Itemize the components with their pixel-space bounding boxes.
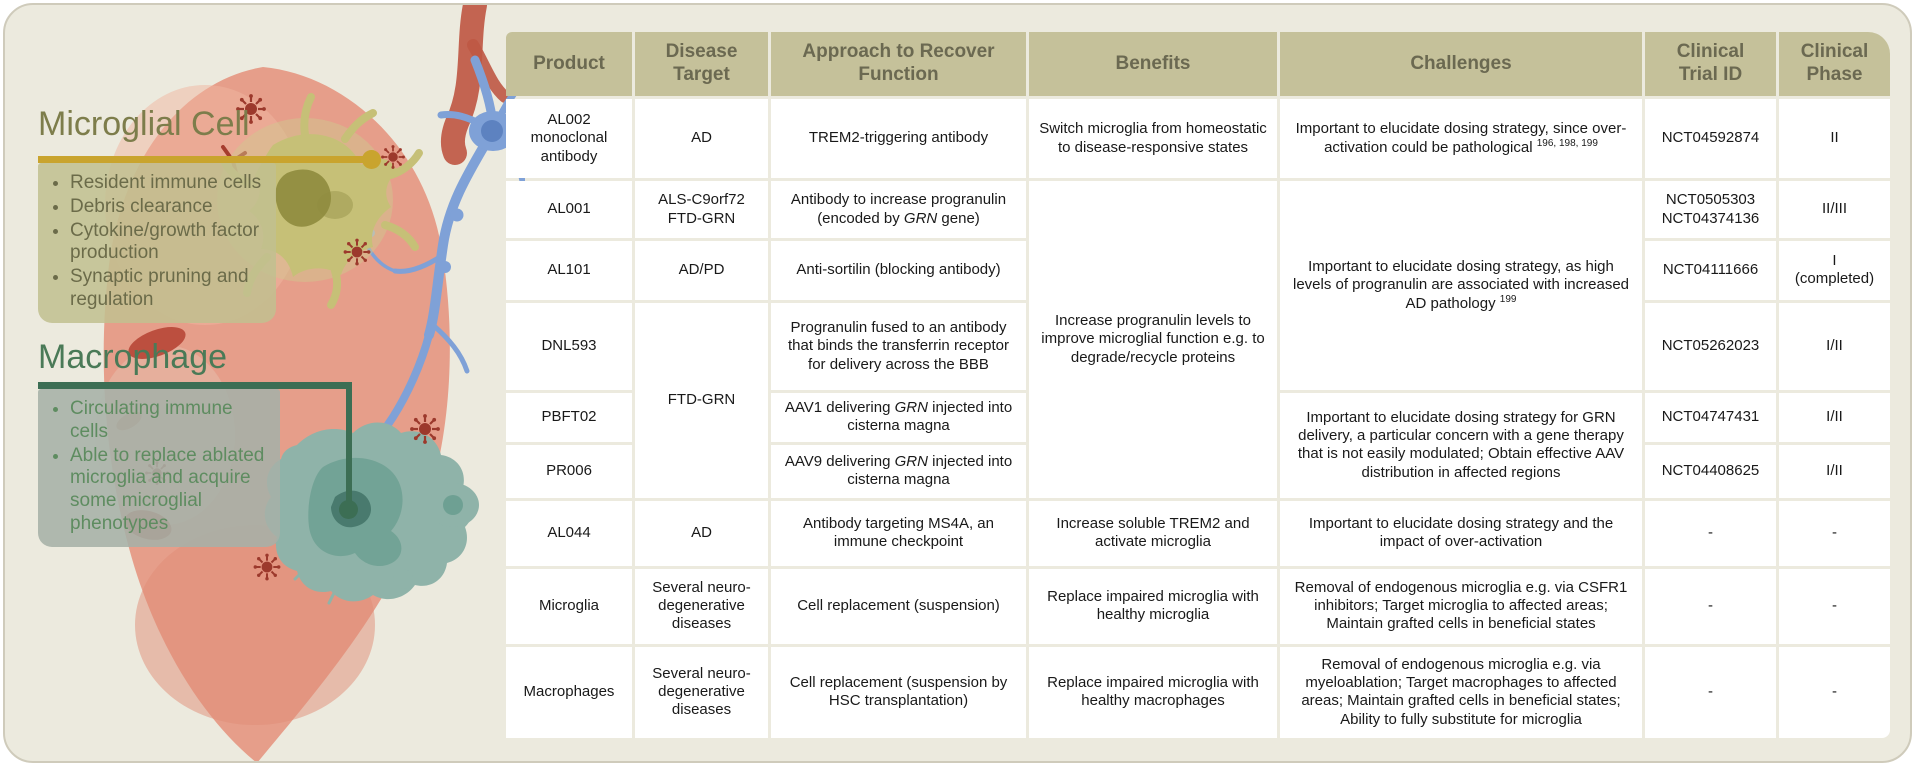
cell-benefits-merged: Increase progranulin levels to improve m… (1029, 181, 1277, 498)
table-row-pr006: PR006 AAV9 delivering GRN injected into … (506, 444, 1890, 498)
cell-trial-id: NCT04747431 (1645, 393, 1776, 442)
cell-product: PBFT02 (506, 393, 632, 442)
bullet-item: Resident immune cells (70, 172, 266, 195)
cell-product: DNL593 (506, 302, 632, 391)
cell-phase: I (completed) (1779, 240, 1890, 300)
table-row-al044: AL044 AD Antibody targeting MS4A, an imm… (506, 500, 1890, 566)
figure-panel: Microglial Cell Resident immune cellsDeb… (3, 3, 1912, 763)
bullet-item: Circulating immune cells (70, 398, 270, 444)
cell-product: Microglia (506, 568, 632, 644)
cell-approach: AAV1 delivering GRN injected into cister… (771, 393, 1026, 442)
table-header-row: Product Disease Target Approach to Recov… (506, 32, 1890, 96)
cell-approach: AAV9 delivering GRN injected into cister… (771, 444, 1026, 498)
cell-phase: - (1779, 646, 1890, 738)
col-header-approach: Approach to Recover Function (771, 32, 1026, 96)
cell-product: AL101 (506, 240, 632, 300)
cell-product: Macrophages (506, 646, 632, 738)
cell-phase: II (1779, 99, 1890, 179)
cell-disease: AD (635, 99, 768, 179)
cell-approach: Anti-sortilin (blocking antibody) (771, 240, 1026, 300)
cell-product: PR006 (506, 444, 632, 498)
cell-approach: Antibody targeting MS4A, an immune check… (771, 500, 1026, 566)
cell-product: AL044 (506, 500, 632, 566)
cell-phase: I/II (1779, 444, 1890, 498)
microglial-bullet-list: Resident immune cellsDebris clearanceCyt… (38, 163, 276, 323)
cell-disease-merged: FTD-GRN (635, 302, 768, 498)
bullet-item: Cytokine/growth factor production (70, 220, 266, 266)
col-header-product: Product (506, 32, 632, 96)
microglial-cell-heading: Microglial Cell (38, 105, 250, 143)
cell-challenges: Important to elucidate dosing strategy a… (1280, 500, 1642, 566)
cell-disease: AD/PD (635, 240, 768, 300)
cell-trial-id: NCT04408625 (1645, 444, 1776, 498)
cell-benefits: Replace impaired microglia with healthy … (1029, 568, 1277, 644)
col-header-challenges: Challenges (1280, 32, 1642, 96)
cell-approach: Antibody to increase progranulin (encode… (771, 181, 1026, 238)
cell-challenges: Removal of endogenous microglia e.g. via… (1280, 646, 1642, 738)
col-header-disease-target: Disease Target (635, 32, 768, 96)
col-header-benefits: Benefits (1029, 32, 1277, 96)
cell-trial-id: NCT04111666 (1645, 240, 1776, 300)
cell-challenges: Removal of endogenous microglia e.g. via… (1280, 568, 1642, 644)
cell-disease: Several neuro-degenerative diseases (635, 568, 768, 644)
table-row-al101: AL101 AD/PD Anti-sortilin (blocking anti… (506, 240, 1890, 300)
microglia-pointer-line (38, 150, 381, 169)
macrophage-pointer-dot (339, 500, 358, 519)
cell-trial-id: - (1645, 568, 1776, 644)
macrophage-heading: Macrophage (38, 338, 228, 376)
virus-particle-icon (409, 413, 441, 445)
macrophage-pointer-line (38, 382, 352, 389)
cell-benefits: Switch microglia from homeostatic to dis… (1029, 99, 1277, 179)
table-row-al002: AL002 monoclonal antibody AD TREM2-trigger… (506, 99, 1890, 179)
bullet-item: Able to replace ablated microglia and ac… (70, 445, 270, 536)
table-row-al001: AL001 ALS-C9orf72 FTD-GRN Antibody to inc… (506, 181, 1890, 498)
cell-trial-id: NCT04592874 (1645, 99, 1776, 179)
cell-approach: TREM2-triggering antibody (771, 99, 1026, 179)
macrophage-cell-art (264, 422, 479, 605)
cell-trial-id: - (1645, 646, 1776, 738)
cell-disease: Several neuro-degenerative diseases (635, 646, 768, 738)
bullet-item: Debris clearance (70, 196, 266, 219)
macrophage-bullet-list: Circulating immune cellsAble to replace … (38, 389, 280, 547)
cell-trial-id: NCT0505303 NCT04374136 (1645, 181, 1776, 238)
table-row-macrophages: Macrophages Several neuro-degenerative di… (506, 646, 1890, 738)
cell-challenges: Important to elucidate dosing strategy, … (1280, 99, 1642, 179)
table-row-dnl593: DNL593 FTD-GRN Progranulin fused to an a… (506, 302, 1890, 498)
microglia-pointer-dot (362, 150, 381, 169)
cell-benefits: Increase soluble TREM2 and activate micr… (1029, 500, 1277, 566)
cell-disease: ALS-C9orf72 FTD-GRN (635, 181, 768, 238)
cell-challenges-merged: Important to elucidate dosing strategy f… (1280, 393, 1642, 498)
col-header-clinical-phase: Clinical Phase (1779, 32, 1890, 96)
macrophage-pointer-vline (339, 382, 358, 519)
cell-challenges-merged: Important to elucidate dosing strategy, … (1280, 181, 1642, 391)
cell-approach: Cell replacement (suspension by HSC tran… (771, 646, 1026, 738)
cell-approach: Progranulin fused to an antibody that bi… (771, 302, 1026, 391)
virus-particle-icon (380, 144, 406, 170)
virus-particle-icon (342, 237, 372, 267)
cell-phase: - (1779, 568, 1890, 644)
bullet-item: Synaptic pruning and regulation (70, 266, 266, 312)
cell-phase: - (1779, 500, 1890, 566)
cell-product: AL002 monoclonal antibody (506, 99, 632, 179)
table-row-microglia: Microglia Several neuro-degenerative dise… (506, 568, 1890, 644)
cell-benefits: Replace impaired microglia with healthy … (1029, 646, 1277, 738)
cell-trial-id: - (1645, 500, 1776, 566)
table-row-pbft02: PBFT02 AAV1 delivering GRN injected into… (506, 393, 1890, 498)
col-header-clinical-trial-id: Clinical Trial ID (1645, 32, 1776, 96)
virus-particle-icon (252, 552, 282, 582)
cell-phase: I/II (1779, 302, 1890, 391)
cell-approach: Cell replacement (suspension) (771, 568, 1026, 644)
cell-product: AL001 (506, 181, 632, 238)
cell-phase: I/II (1779, 393, 1890, 442)
therapeutics-table: Product Disease Target Approach to Recov… (503, 29, 1893, 741)
cell-phase: II/III (1779, 181, 1890, 238)
cell-disease: AD (635, 500, 768, 566)
cell-trial-id: NCT05262023 (1645, 302, 1776, 391)
